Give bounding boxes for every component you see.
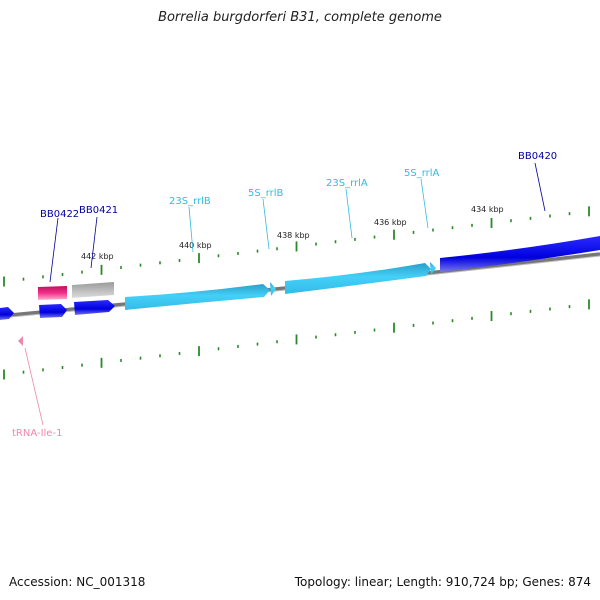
scale-label-440: 440 kbp [179, 241, 212, 250]
lower-tick-track [3, 299, 590, 380]
leader-bb0421 [90, 216, 98, 269]
genome-summary-text: Topology: linear; Length: 910,724 bp; Ge… [294, 575, 591, 589]
scale-label-436: 436 kbp [374, 218, 407, 227]
label-23s-rrlb[interactable]: 23S_rrlB [169, 196, 211, 207]
leader-bb0422 [49, 217, 59, 283]
label-bb0421[interactable]: BB0421 [79, 205, 118, 216]
label-5s-rrlb[interactable]: 5S_rrlB [248, 188, 284, 199]
scale-label-438: 438 kbp [277, 231, 310, 240]
scale-label-442: 442 kbp [81, 252, 114, 261]
leader-5s-rrlb [262, 198, 270, 250]
leader-23s-rrlb [188, 206, 194, 253]
gene-5s-rrla[interactable] [430, 262, 436, 275]
label-5s-rrla[interactable]: 5S_rrlA [404, 168, 440, 179]
gene-bb0420[interactable] [440, 236, 600, 272]
leader-bb0420 [534, 162, 546, 212]
gene-23s-rrlb[interactable] [125, 284, 270, 310]
leader-5s-rrla [420, 178, 429, 229]
leader-23s-rrla [345, 188, 353, 239]
label-trna-ile-1[interactable]: tRNA-Ile-1 [12, 428, 62, 439]
gene-bb0421[interactable] [74, 300, 115, 315]
upper-tick-track [3, 206, 590, 287]
accession-text: Accession: NC_001318 [9, 575, 146, 589]
gene-bb0422-pseudo[interactable] [38, 286, 67, 300]
label-bb0420[interactable]: BB0420 [518, 151, 557, 162]
gene-bb0421-gray[interactable] [72, 282, 114, 298]
gene-5s-rrlb[interactable] [270, 282, 276, 296]
gene-trna-ile-1[interactable] [18, 336, 23, 346]
scale-label-434: 434 kbp [471, 205, 504, 214]
label-23s-rrla[interactable]: 23S_rrlA [326, 178, 368, 189]
map-title: Borrelia burgdorferi B31, complete genom… [158, 10, 442, 25]
gene-23s-rrla[interactable] [285, 263, 431, 294]
gene-left-edge[interactable] [0, 307, 14, 320]
gene-bb0422[interactable] [39, 304, 67, 318]
label-bb0422[interactable]: BB0422 [40, 209, 79, 220]
leader-trna-ile-1 [24, 347, 44, 426]
